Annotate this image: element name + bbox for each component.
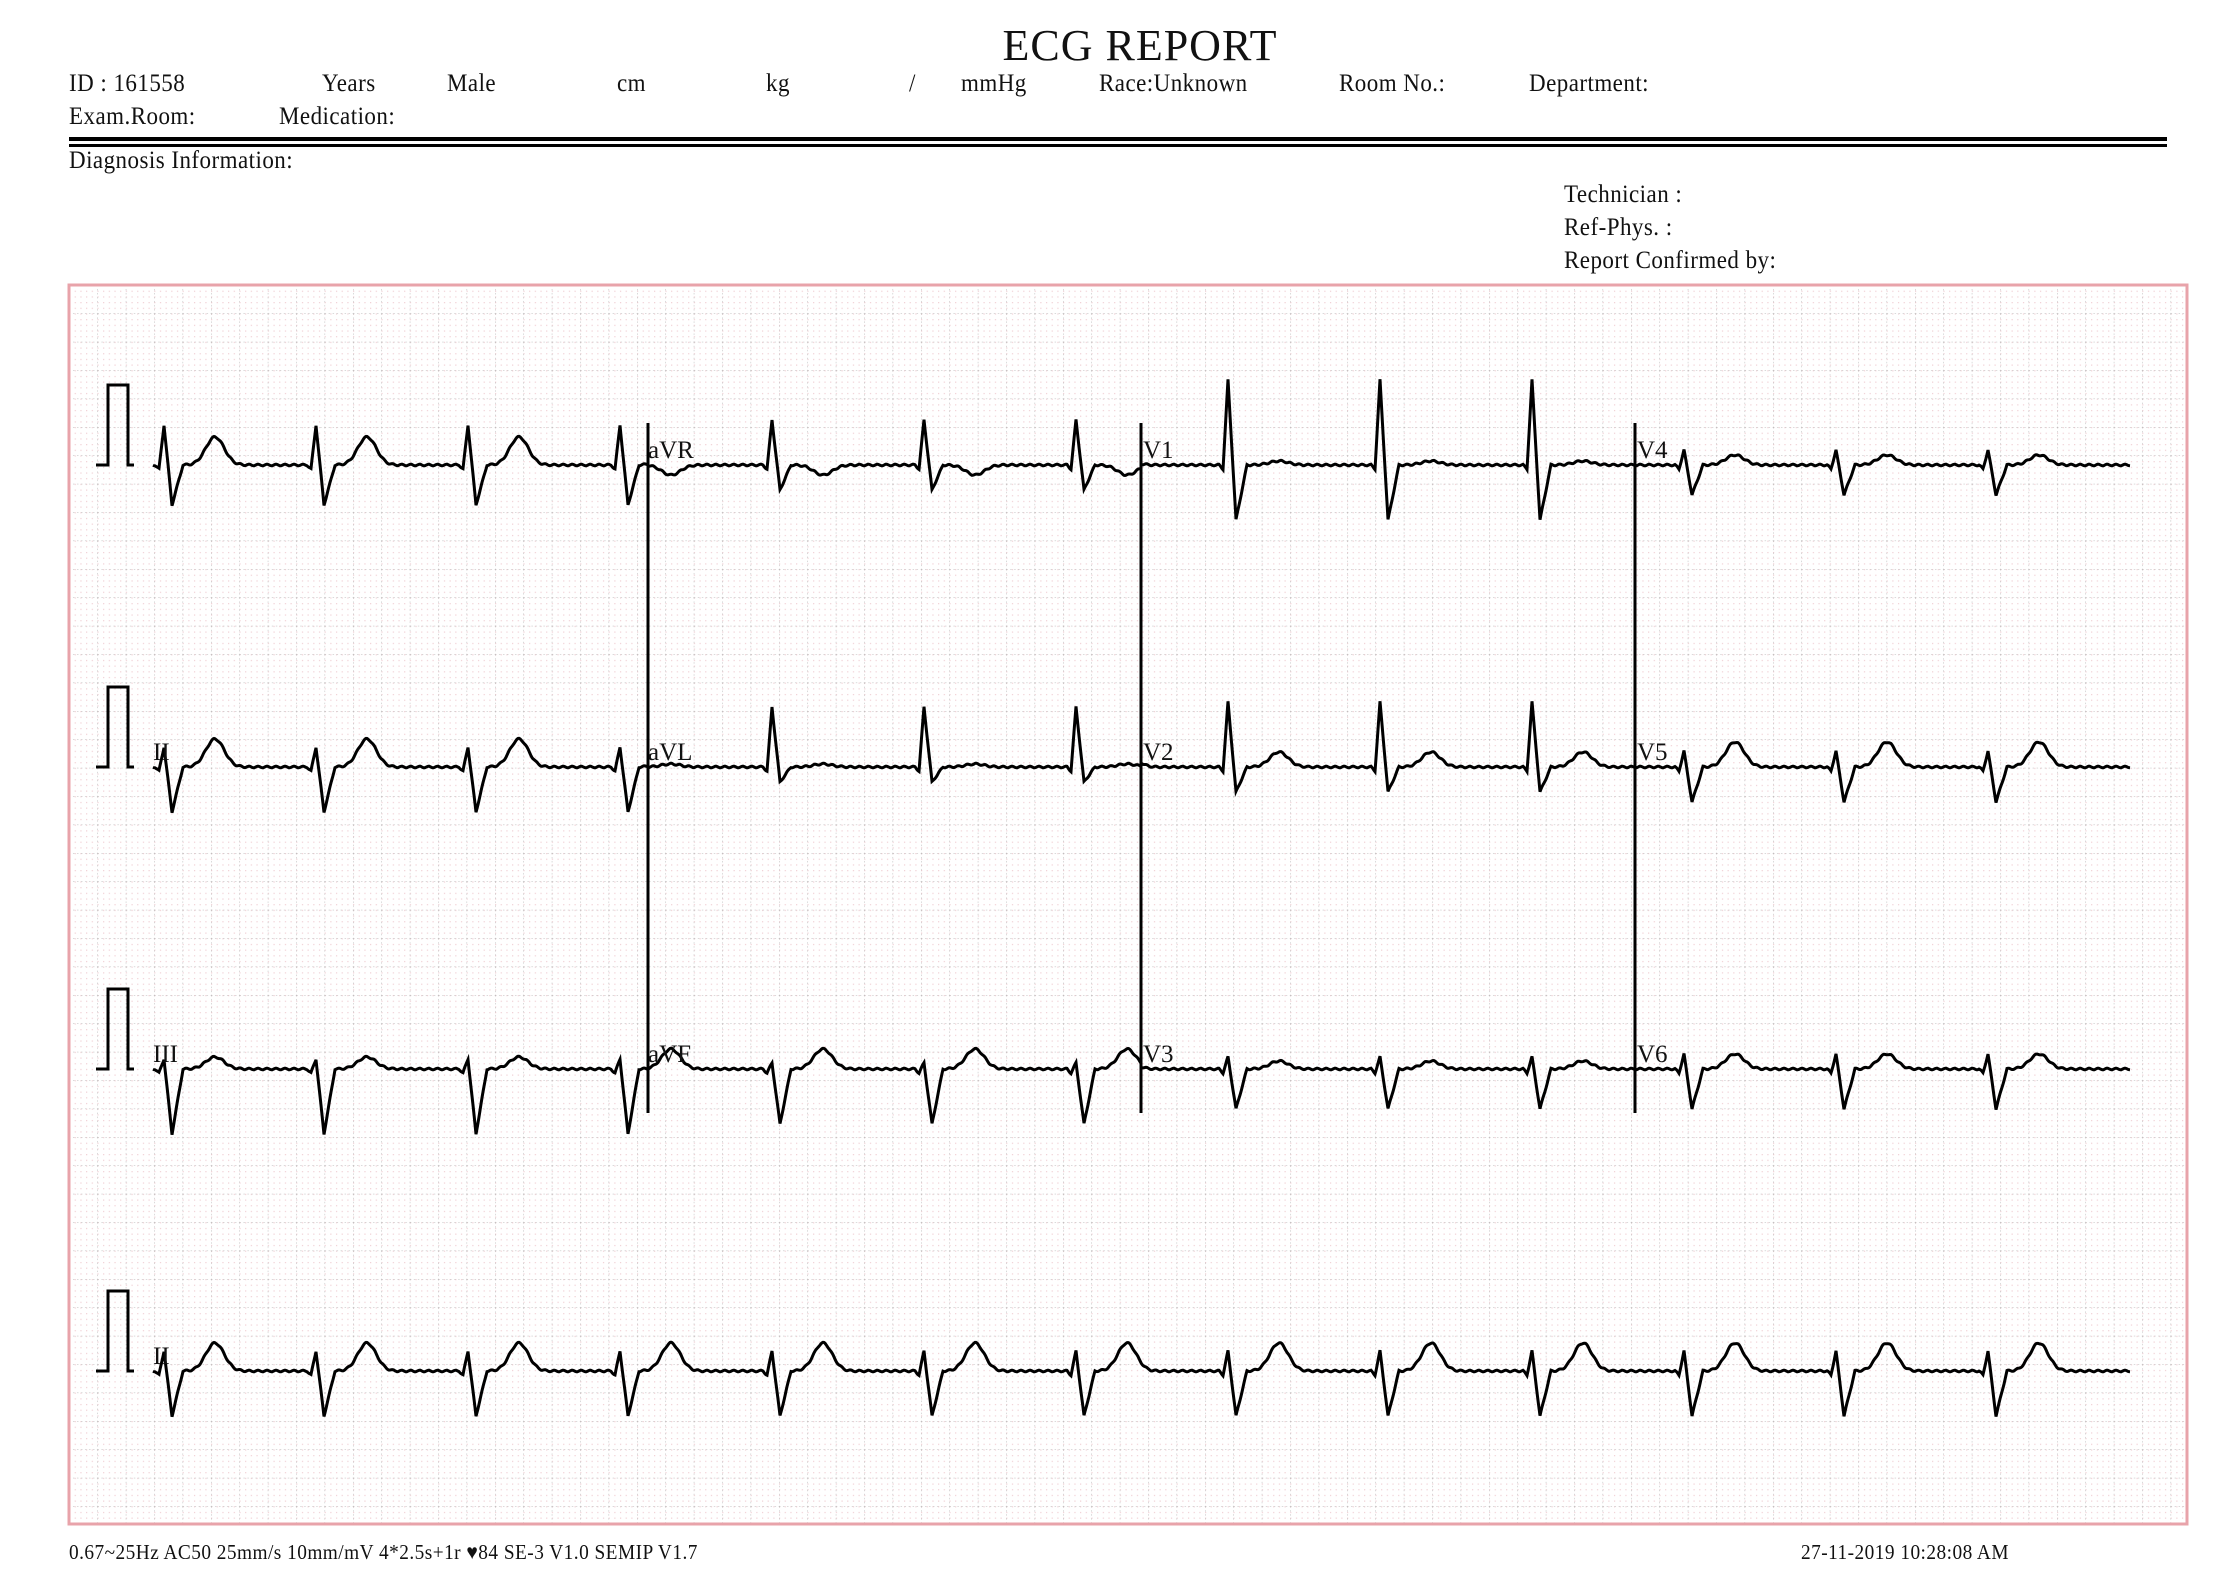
trace-V3 <box>1140 1055 1636 1110</box>
patient-id: ID : 161558 <box>69 70 186 97</box>
trace-V2 <box>1139 701 1636 797</box>
lead-label-V2: V2 <box>1143 739 1174 766</box>
trace-V5 <box>1634 740 2131 803</box>
trace-aVR <box>647 419 1141 495</box>
report-title: ECG REPORT <box>1002 21 1278 70</box>
bp-unit: mmHg <box>961 70 1027 97</box>
exam-room: Exam.Room: <box>69 103 196 130</box>
header-rule-top <box>69 137 2167 141</box>
lead-label-aVF: aVF <box>648 1041 691 1068</box>
trace-aVF <box>647 1046 1143 1124</box>
lead-label-aVL: aVL <box>648 739 692 766</box>
room-no: Room No.: <box>1339 70 1446 97</box>
trace-V1 <box>1140 379 1636 520</box>
lead-label-V1: V1 <box>1143 437 1174 464</box>
lead-label-III: III <box>153 1041 178 1068</box>
header-rule-bottom <box>69 144 2167 147</box>
department: Department: <box>1529 70 1650 97</box>
acquisition-settings: 0.67~25Hz AC50 25mm/s 10mm/mV 4*2.5s+1r … <box>69 1540 698 1564</box>
grid-border <box>67 283 2189 1526</box>
trace-II <box>152 736 648 814</box>
report-confirmed-by: Report Confirmed by: <box>1564 247 1777 274</box>
weight-unit: kg <box>766 70 790 97</box>
age-years: Years <box>322 70 376 97</box>
lead-label-V5: V5 <box>1637 739 1668 766</box>
diagnosis-information: Diagnosis Information: <box>69 147 294 174</box>
trace-V6 <box>1634 1052 2131 1110</box>
ref-phys: Ref-Phys. : <box>1564 214 1673 241</box>
calibration-pulse-3 <box>96 987 134 1071</box>
calibration-pulse-1 <box>96 383 134 467</box>
bp-separator: / <box>909 70 916 97</box>
grid-major <box>69 285 2187 1524</box>
report-datetime: 27-11-2019 10:28:08 AM <box>1801 1540 2009 1564</box>
lead-label-V4: V4 <box>1637 437 1668 464</box>
lead-label-II: II <box>153 739 170 766</box>
trace-I <box>152 425 648 507</box>
technician: Technician : <box>1564 181 1683 208</box>
lead-label-aVR: aVR <box>648 437 694 464</box>
trace-III <box>152 1053 649 1135</box>
trace-V4 <box>1634 449 2131 497</box>
lead-label-V3: V3 <box>1143 1041 1174 1068</box>
lead-label-V6: V6 <box>1637 1041 1668 1068</box>
trace-rhythm-II <box>152 1340 2131 1418</box>
sex: Male <box>447 70 497 97</box>
height-unit: cm <box>617 70 647 97</box>
calibration-pulse-2 <box>96 685 134 769</box>
medication: Medication: <box>279 103 396 130</box>
race: Race:Unknown <box>1099 70 1248 97</box>
trace-aVL <box>648 706 1142 785</box>
lead-label-rhythm-II: II <box>153 1343 170 1370</box>
calibration-pulse-4 <box>96 1289 134 1373</box>
